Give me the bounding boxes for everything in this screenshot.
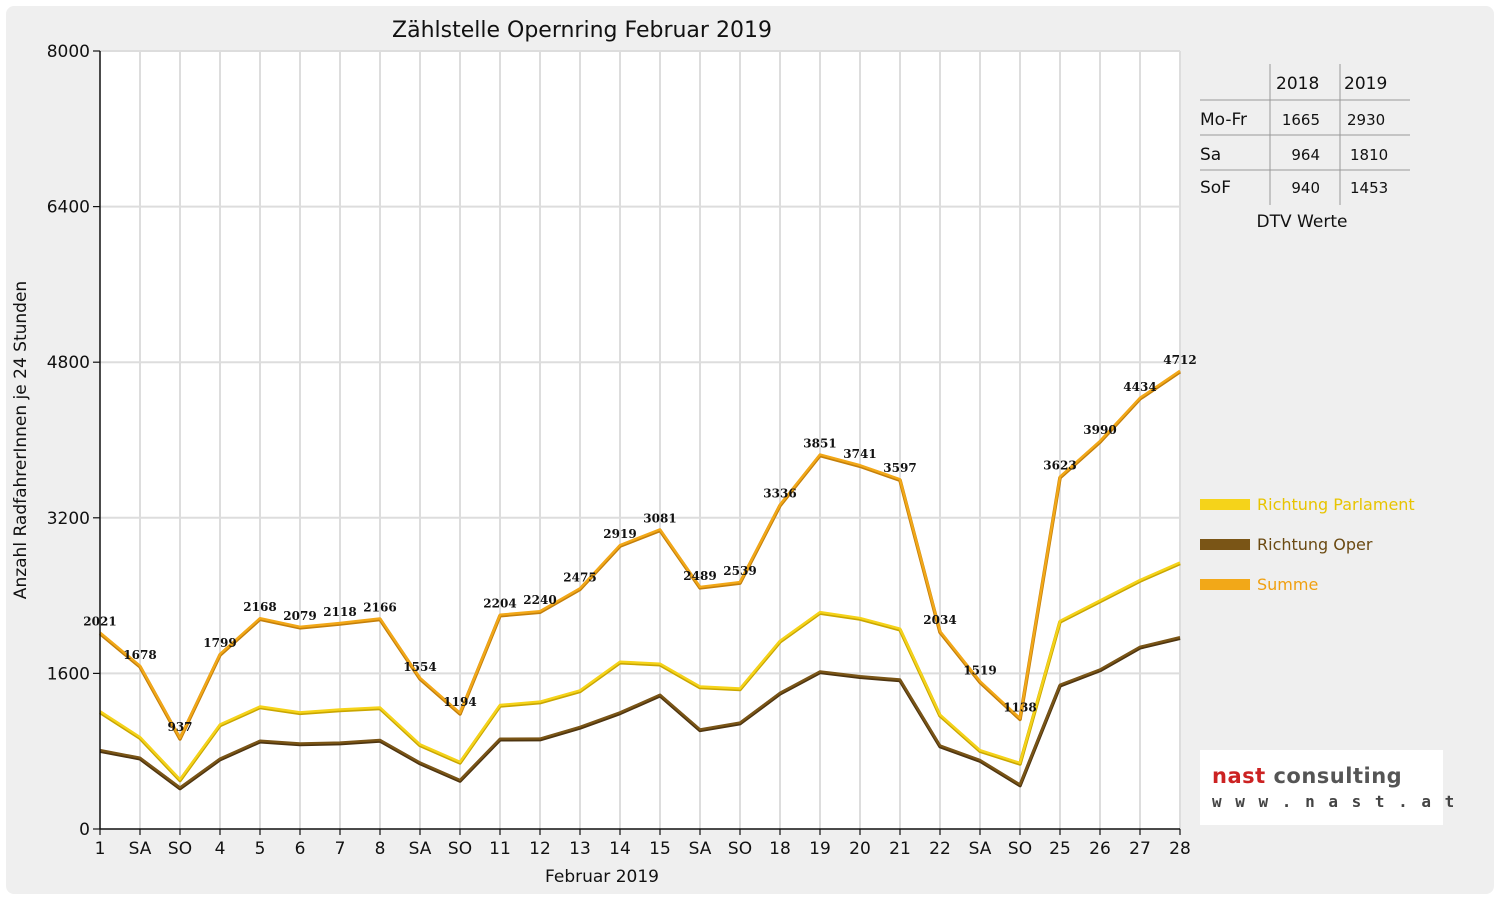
- legend-label-summe: Summe: [1257, 575, 1318, 594]
- x-tick-label: 8: [375, 839, 386, 859]
- x-tick-label: 22: [929, 839, 951, 859]
- data-label: 3081: [643, 511, 676, 525]
- data-label: 1194: [443, 695, 476, 709]
- series-line-1: [99, 636, 1181, 789]
- x-tick-label: 11: [489, 839, 511, 859]
- x-tick-label: SO: [448, 839, 472, 859]
- logo-name: nast consulting: [1212, 764, 1402, 788]
- x-tick-label: 13: [569, 839, 591, 859]
- x-axis-ticks: 1 SA SO 4 5 6 7 8 SA SO 11 12 13 14 15 SA SO 18 19 20 21 22 SA…: [95, 829, 1191, 859]
- table-cell-mofr-2019: 2930: [1347, 111, 1385, 129]
- x-tick-label: 20: [849, 839, 871, 859]
- data-label: 2240: [523, 593, 556, 607]
- x-tick-label: SO: [168, 839, 192, 859]
- nast-consulting-logo: nast consulting w w w . n a s t . a t: [1200, 750, 1454, 825]
- x-tick-label: SA: [969, 839, 992, 859]
- x-tick-label: SO: [728, 839, 752, 859]
- table-cell-sa-2018: 964: [1291, 146, 1320, 164]
- x-tick-label: 18: [769, 839, 791, 859]
- table-row-label-sof: SoF: [1200, 178, 1231, 198]
- logo-name-part1: nast: [1212, 764, 1266, 788]
- data-label: 2539: [723, 564, 756, 578]
- x-tick-label: SA: [689, 839, 712, 859]
- legend: Richtung Parlament Richtung Oper Summe: [1200, 495, 1415, 594]
- x-axis-title: Februar 2019: [545, 867, 659, 887]
- table-row-label-sa: Sa: [1200, 145, 1221, 165]
- data-label: 3741: [843, 447, 876, 461]
- table-cell-sa-2019: 1810: [1350, 146, 1388, 164]
- x-tick-label: 12: [529, 839, 551, 859]
- data-label: 1678: [123, 648, 156, 662]
- y-axis-ticks: 0 1600 3200 4800 6400 8000: [47, 42, 100, 840]
- x-tick-label: SA: [129, 839, 152, 859]
- series-lines: [98, 369, 1182, 791]
- data-label: 3623: [1043, 459, 1076, 473]
- data-label: 2204: [483, 597, 516, 611]
- legend-label-parlament: Richtung Parlament: [1257, 495, 1415, 514]
- x-tick-label: 15: [649, 839, 671, 859]
- x-tick-label: SO: [1008, 839, 1032, 859]
- x-tick-label: 14: [609, 839, 631, 859]
- x-tick-label: 19: [809, 839, 831, 859]
- x-tick-label: 28: [1169, 839, 1191, 859]
- legend-swatch-parlament: [1200, 499, 1250, 510]
- data-label: 2118: [323, 605, 356, 619]
- data-label: 3597: [883, 461, 916, 475]
- dtv-table: 2018 2019 Mo-Fr 1665 2930 Sa 964 1810 So…: [1200, 64, 1410, 232]
- x-tick-label: 1: [95, 839, 106, 859]
- data-label: 2475: [563, 570, 596, 584]
- table-row-label-mofr: Mo-Fr: [1200, 110, 1247, 130]
- y-tick-label: 6400: [47, 198, 90, 218]
- y-tick-label: 8000: [47, 42, 90, 62]
- grid: [100, 50, 1181, 829]
- x-tick-label: 26: [1089, 839, 1111, 859]
- data-label: 2079: [283, 609, 316, 623]
- x-tick-label: 6: [295, 839, 306, 859]
- table-cell-sof-2018: 940: [1291, 179, 1320, 197]
- table-cell-sof-2019: 1453: [1350, 179, 1388, 197]
- logo-name-part2: consulting: [1273, 764, 1403, 788]
- data-label: 1799: [203, 636, 236, 650]
- x-tick-label: 7: [335, 839, 346, 859]
- data-label: 937: [167, 720, 192, 734]
- table-cell-mofr-2018: 1665: [1282, 111, 1320, 129]
- data-label: 2168: [243, 600, 276, 614]
- data-label: 2489: [683, 569, 716, 583]
- y-tick-label: 3200: [47, 509, 90, 529]
- x-tick-label: 5: [255, 839, 266, 859]
- series-line-2: [99, 369, 1181, 740]
- chart-title: Zählstelle Opernring Februar 2019: [392, 18, 772, 43]
- table-col-2018: 2018: [1276, 74, 1319, 94]
- series-line-0: [99, 561, 1181, 781]
- legend-label-oper: Richtung Oper: [1257, 535, 1373, 554]
- data-label: 4434: [1123, 380, 1156, 394]
- y-axis-title: Anzahl RadfahrerInnen je 24 Stunden: [11, 281, 31, 599]
- legend-swatch-summe: [1200, 579, 1250, 590]
- data-label: 3990: [1083, 423, 1116, 437]
- data-label: 3336: [763, 487, 796, 501]
- table-caption: DTV Werte: [1257, 212, 1348, 232]
- data-label: 2034: [923, 613, 956, 627]
- logo-url: w w w . n a s t . a t: [1212, 792, 1457, 811]
- x-tick-label: SA: [409, 839, 432, 859]
- y-tick-label: 4800: [47, 353, 90, 373]
- x-tick-label: 27: [1129, 839, 1151, 859]
- data-label: 4712: [1163, 353, 1196, 367]
- data-label: 3851: [803, 436, 836, 450]
- data-label: 2166: [363, 600, 396, 614]
- table-col-2019: 2019: [1344, 74, 1387, 94]
- data-label: 1519: [963, 663, 996, 677]
- legend-swatch-oper: [1200, 539, 1250, 550]
- x-tick-label: 25: [1049, 839, 1071, 859]
- x-tick-label: 21: [889, 839, 911, 859]
- data-label: 1554: [403, 660, 436, 674]
- x-tick-label: 4: [215, 839, 226, 859]
- data-label: 1138: [1003, 700, 1036, 714]
- y-tick-label: 1600: [47, 664, 90, 684]
- data-label: 2919: [603, 527, 636, 541]
- y-tick-label: 0: [79, 820, 90, 840]
